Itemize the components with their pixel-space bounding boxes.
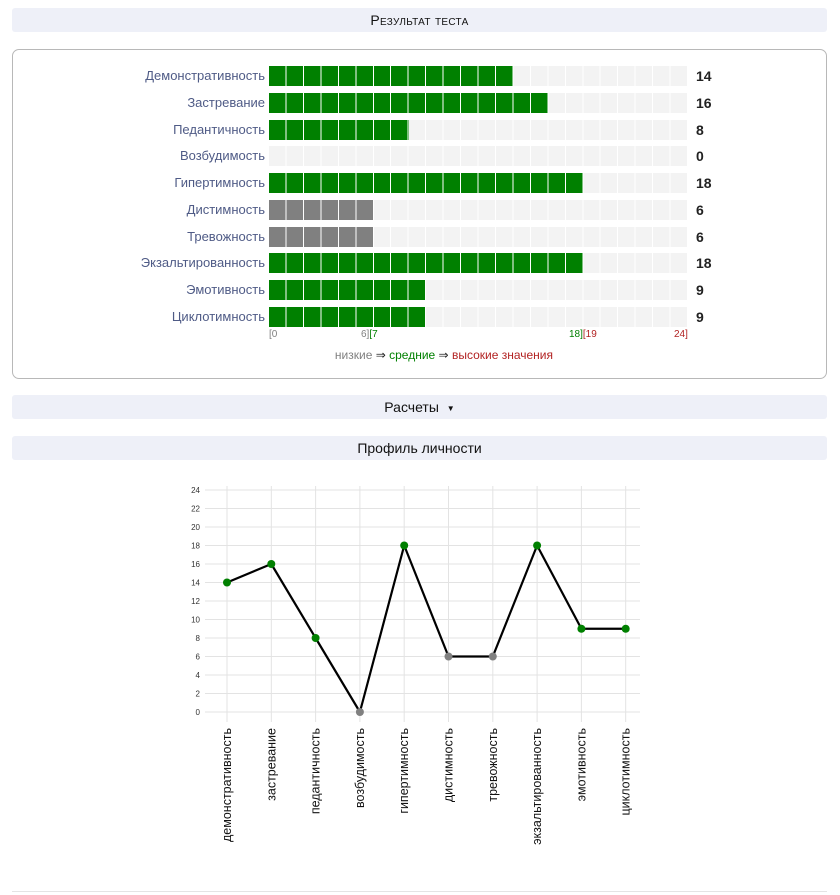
row-value: 14 [696,68,712,84]
score-bar-track [269,226,688,247]
score-bar-track [269,253,688,274]
result-header: Результат теста [12,8,827,32]
y-tick-label: 22 [191,505,200,514]
row-label: Тревожность [187,228,265,244]
x-tick-label: гипертимность [397,728,411,814]
series-line [226,544,626,714]
score-bar-track [269,146,688,167]
row-label: Гипертимность [174,175,265,190]
legend-arrow: ⇒ [435,348,452,362]
row-value: 0 [696,148,704,165]
score-bar-fill [269,173,584,193]
x-tick-label: возбудимость [353,728,367,808]
y-tick-label: 2 [196,690,201,699]
x-tick-label: эмотивность [574,728,588,801]
row-label: Возбудимость [179,148,265,164]
x-tick-label: демонстративность [220,728,234,842]
score-bar-fill [269,119,409,140]
calc-header-label: Расчеты [384,399,439,415]
result-panel: Демонстративность 14 Застревание 16 Педантич… [12,49,827,379]
score-bar-fill [269,253,584,274]
result-header-label: Результат теста [370,12,469,28]
divider [12,891,827,892]
x-tick-label: циклотимность [619,728,633,816]
scale-legend: низкие ⇒ средние ⇒ высокие значения [13,347,553,363]
score-bar-track [269,92,688,113]
y-tick-label: 4 [196,671,201,680]
data-point [355,708,364,716]
data-point [577,624,586,633]
x-tick-label: экзальтированность [530,728,544,845]
y-tick-label: 24 [191,486,200,495]
row-value: 9 [696,282,704,298]
data-point [533,541,542,550]
chevron-down-icon: ▼ [446,404,455,413]
score-bar-track [269,306,688,327]
data-point [621,624,630,633]
y-tick-label: 18 [191,542,200,551]
y-tick-label: 14 [191,579,200,588]
data-point [267,560,276,568]
calc-toggle-button[interactable]: Расчеты ▼ [12,395,827,419]
profile-header-label: Профиль личности [357,440,482,456]
y-tick-label: 20 [191,523,200,532]
score-bar-track [269,280,688,300]
data-point [311,634,320,642]
profile-header: Профиль личности [12,436,827,460]
scale-label-18-19: 18][19 [569,329,597,340]
y-tick-label: 16 [191,560,200,569]
data-point [400,541,409,550]
score-bar-fill [269,199,374,220]
legend-arrow: ⇒ [372,348,390,362]
scale-label-6-7: 6][7 [361,329,378,340]
score-bar-track [269,199,688,220]
scale-label-24: 24] [674,329,688,340]
row-value: 6 [696,228,704,245]
score-bar-fill [269,66,514,86]
row-value: 8 [696,121,704,138]
row-label: Педантичность [173,121,265,137]
data-point [488,652,497,661]
y-tick-label: 8 [196,634,201,643]
scale-label-0: [0 [269,329,278,340]
data-point [223,578,231,587]
x-tick-label: педантичность [309,728,323,814]
legend-mid: средние [389,348,436,362]
score-bar-track [269,66,688,86]
legend-high: высокие значения [451,348,553,362]
row-value: 18 [696,175,712,191]
row-value: 18 [696,255,712,272]
data-point [444,652,453,661]
row-label: Дистимность [186,201,265,217]
score-bar-fill [269,280,427,300]
score-bar-fill [269,92,549,113]
row-value: 6 [696,201,704,218]
y-tick-label: 10 [191,616,200,625]
score-bar-track [269,173,688,193]
x-tick-label: застревание [264,728,278,801]
score-bar-track [269,119,688,140]
score-bar-fill [269,226,374,247]
row-label: Демонстративность [145,68,265,83]
y-tick-label: 12 [191,597,200,606]
legend-low: низкие [334,348,373,362]
row-label: Эмотивность [186,282,265,297]
row-label: Застревание [187,94,265,110]
y-tick-label: 0 [196,708,201,717]
row-value: 9 [696,308,704,325]
row-label: Циклотимность [171,308,265,324]
y-tick-label: 6 [196,653,201,662]
x-tick-label: тревожность [486,728,500,802]
row-value: 16 [696,94,712,111]
score-bar-fill [269,306,427,327]
x-tick-label: дистимность [442,728,456,802]
row-label: Экзальтированность [140,255,265,271]
